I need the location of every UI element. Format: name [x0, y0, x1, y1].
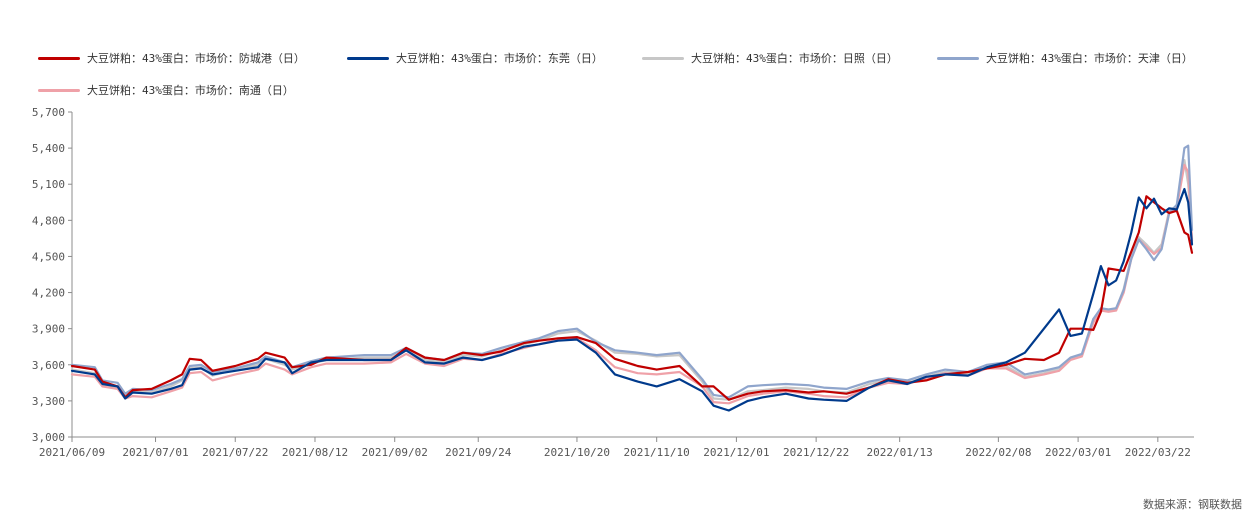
x-tick-label: 2021/09/24: [445, 446, 512, 459]
y-tick-label: 4,200: [32, 287, 65, 300]
legend-label: 大豆饼粕：43%蛋白：市场价：南通（日）: [87, 84, 294, 97]
x-tick-label: 2022/03/22: [1125, 446, 1191, 459]
series-line-1: [70, 195, 1194, 401]
legend-item-4: 大豆饼粕：43%蛋白：市场价：天津（日）: [937, 49, 1193, 67]
series-line-4: [70, 144, 1194, 399]
y-tick-label: 5,100: [32, 178, 65, 191]
y-tick-label: 5,700: [32, 106, 65, 119]
x-tick-label: 2021/09/02: [362, 446, 428, 459]
y-tick-label: 3,300: [32, 395, 65, 408]
x-tick-label: 2021/12/22: [783, 446, 849, 459]
y-tick-label: 4,500: [32, 250, 65, 263]
legend-swatch: [38, 88, 80, 92]
x-tick-label: 2022/01/13: [867, 446, 933, 459]
x-tick-label: 2021/11/10: [624, 446, 690, 459]
x-tick-label: 2021/07/01: [122, 446, 188, 459]
series-line-2: [70, 187, 1194, 412]
x-tick-label: 2021/08/12: [282, 446, 348, 459]
y-tick-label: 3,600: [32, 359, 65, 372]
y-tick-label: 5,400: [32, 142, 65, 155]
legend-swatch: [937, 56, 979, 60]
legend-label: 大豆饼粕：43%蛋白：市场价：日照（日）: [691, 52, 898, 65]
legend-item-1: 大豆饼粕：43%蛋白：市场价：防城港（日）: [38, 49, 305, 67]
x-tick-label: 2021/12/01: [703, 446, 769, 459]
legend-item-3: 大豆饼粕：43%蛋白：市场价：日照（日）: [642, 49, 898, 67]
y-tick-label: 4,800: [32, 214, 65, 227]
x-tick-label: 2021/07/22: [202, 446, 268, 459]
x-tick-label: 2021/06/09: [39, 446, 105, 459]
legend-swatch: [347, 56, 389, 60]
y-tick-label: 3,000: [32, 431, 65, 444]
y-tick-label: 3,900: [32, 323, 65, 336]
series-line-3: [70, 159, 1194, 401]
data-source-note: 数据来源：钢联数据: [1143, 498, 1242, 511]
x-tick-label: 2022/03/01: [1045, 446, 1111, 459]
legend-item-2: 大豆饼粕：43%蛋白：市场价：东莞（日）: [347, 49, 603, 67]
legend-label: 大豆饼粕：43%蛋白：市场价：防城港（日）: [87, 52, 305, 65]
legend-label: 大豆饼粕：43%蛋白：市场价：东莞（日）: [396, 52, 603, 65]
legend-item-5: 大豆饼粕：43%蛋白：市场价：南通（日）: [38, 81, 294, 99]
legend-swatch: [38, 56, 80, 60]
x-tick-label: 2022/02/08: [965, 446, 1031, 459]
legend-swatch: [642, 56, 684, 60]
x-tick-label: 2021/10/20: [544, 446, 610, 459]
legend-label: 大豆饼粕：43%蛋白：市场价：天津（日）: [986, 52, 1193, 65]
